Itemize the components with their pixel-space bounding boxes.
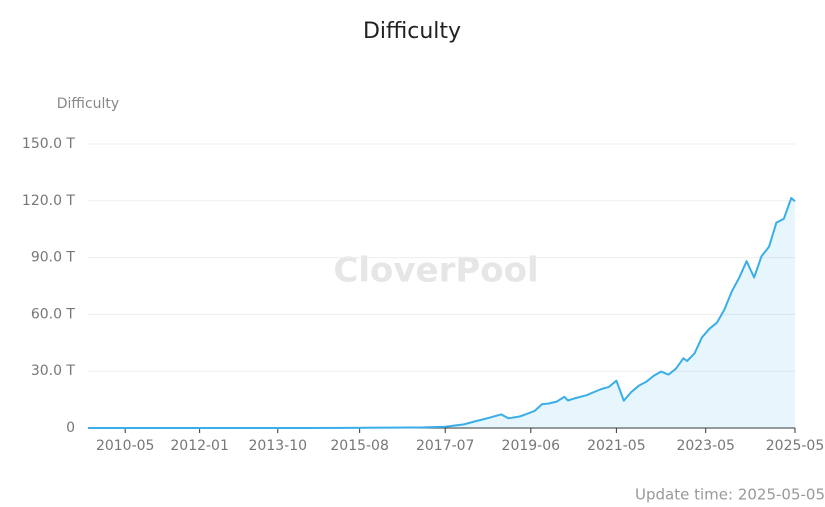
y-tick-label: 30.0 T <box>31 363 76 379</box>
area <box>88 198 795 428</box>
x-tick-label: 2023-05 <box>676 438 735 454</box>
y-tick-label: 120.0 T <box>22 193 76 209</box>
x-tick-label: 2019-06 <box>502 438 561 454</box>
x-tick-label: 2012-01 <box>170 438 229 454</box>
x-tick-label: 2010-05 <box>96 438 155 454</box>
x-tick-label: 2015-08 <box>330 438 389 454</box>
x-tick-label: 2017-07 <box>416 438 475 454</box>
chart-title: Difficulty <box>363 19 461 44</box>
x-tick-label: 2013-10 <box>249 438 308 454</box>
y-tick-label: 60.0 T <box>31 306 76 322</box>
x-tick-label: 2021-05 <box>587 438 646 454</box>
y-tick-label: 150.0 T <box>22 136 76 152</box>
line <box>88 197 796 429</box>
y-tick-label: 0 <box>66 420 75 436</box>
watermark: CloverPool <box>333 251 538 291</box>
update-time: Update time: 2025-05-05 <box>635 486 825 504</box>
y-axis-label: Difficulty <box>57 96 119 112</box>
y-tick-label: 90.0 T <box>31 250 76 266</box>
x-tick-label: 2025-05 <box>766 438 825 454</box>
